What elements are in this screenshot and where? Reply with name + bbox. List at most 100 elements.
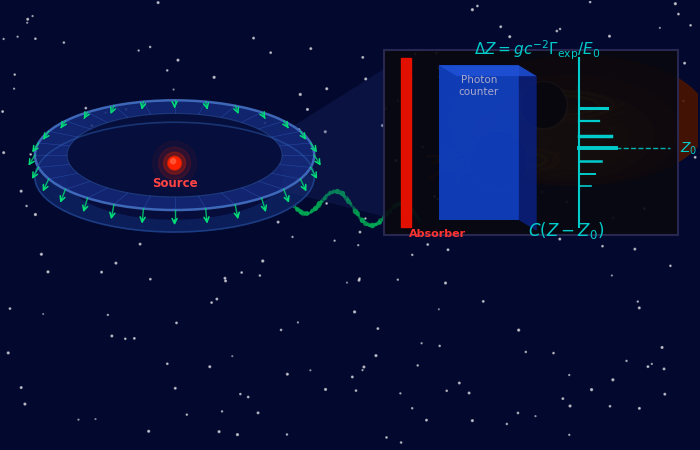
- Point: [219, 274, 230, 282]
- Point: [472, 2, 483, 9]
- Point: [690, 154, 700, 161]
- Point: [632, 298, 643, 305]
- Point: [136, 223, 147, 230]
- Point: [554, 235, 566, 243]
- Text: Source: Source: [152, 177, 197, 190]
- Point: [635, 148, 646, 156]
- Point: [293, 126, 304, 133]
- Point: [106, 333, 118, 340]
- Circle shape: [153, 141, 197, 185]
- Point: [206, 299, 217, 306]
- Point: [380, 105, 391, 112]
- Circle shape: [171, 159, 176, 164]
- Point: [392, 276, 403, 284]
- Point: [441, 387, 452, 394]
- Point: [438, 140, 449, 147]
- Point: [99, 127, 111, 134]
- Point: [346, 374, 358, 381]
- Point: [354, 229, 365, 236]
- Point: [102, 311, 113, 319]
- Point: [391, 157, 402, 164]
- Point: [433, 64, 444, 72]
- Point: [153, 0, 164, 6]
- Point: [20, 400, 31, 408]
- Point: [220, 277, 231, 284]
- Point: [612, 122, 623, 129]
- Point: [30, 35, 41, 42]
- Point: [21, 202, 32, 210]
- Point: [0, 108, 8, 115]
- Point: [15, 384, 27, 391]
- Point: [214, 428, 225, 435]
- Point: [666, 104, 677, 112]
- Point: [22, 19, 33, 27]
- Ellipse shape: [35, 122, 314, 232]
- Point: [120, 335, 131, 342]
- Point: [232, 431, 243, 438]
- Point: [643, 363, 654, 370]
- Point: [144, 43, 155, 50]
- Ellipse shape: [504, 120, 603, 170]
- Text: Absorber: Absorber: [409, 229, 466, 239]
- Point: [281, 431, 293, 438]
- Point: [457, 157, 468, 164]
- Point: [603, 72, 614, 79]
- Point: [528, 106, 539, 113]
- Point: [685, 22, 696, 29]
- Point: [519, 73, 530, 80]
- Point: [99, 213, 111, 220]
- Point: [548, 123, 559, 130]
- Point: [243, 393, 254, 400]
- Point: [407, 405, 418, 412]
- Point: [111, 260, 122, 267]
- Point: [189, 122, 200, 129]
- Point: [320, 128, 331, 135]
- Point: [608, 214, 619, 221]
- Point: [22, 16, 34, 23]
- Point: [0, 36, 9, 43]
- Point: [410, 50, 421, 58]
- Point: [407, 251, 418, 258]
- Point: [670, 110, 681, 117]
- Point: [74, 178, 85, 185]
- Point: [145, 275, 156, 283]
- Point: [351, 387, 362, 394]
- Point: [86, 122, 97, 130]
- Point: [209, 74, 220, 81]
- Point: [557, 395, 568, 402]
- Point: [73, 193, 84, 200]
- Point: [204, 363, 216, 370]
- Point: [574, 186, 585, 193]
- Point: [125, 130, 136, 138]
- Point: [501, 420, 512, 427]
- Ellipse shape: [459, 75, 678, 185]
- Point: [442, 246, 454, 253]
- Point: [551, 76, 562, 83]
- Point: [276, 326, 287, 333]
- Point: [650, 145, 661, 153]
- Point: [634, 304, 645, 311]
- Point: [282, 164, 293, 171]
- Point: [372, 325, 384, 332]
- Ellipse shape: [474, 90, 653, 180]
- Polygon shape: [35, 177, 314, 232]
- Point: [551, 162, 562, 170]
- Point: [416, 340, 427, 347]
- Point: [43, 268, 54, 275]
- Point: [564, 402, 575, 410]
- Polygon shape: [239, 69, 384, 216]
- Point: [36, 251, 47, 258]
- Point: [360, 75, 371, 82]
- Point: [609, 103, 620, 110]
- Point: [129, 335, 140, 342]
- Point: [513, 327, 524, 334]
- Point: [27, 13, 38, 20]
- Point: [162, 67, 173, 74]
- Point: [133, 47, 144, 54]
- Point: [129, 158, 140, 165]
- Point: [15, 188, 27, 195]
- Point: [548, 350, 559, 357]
- Point: [171, 320, 182, 327]
- Polygon shape: [519, 65, 537, 231]
- Point: [434, 73, 445, 80]
